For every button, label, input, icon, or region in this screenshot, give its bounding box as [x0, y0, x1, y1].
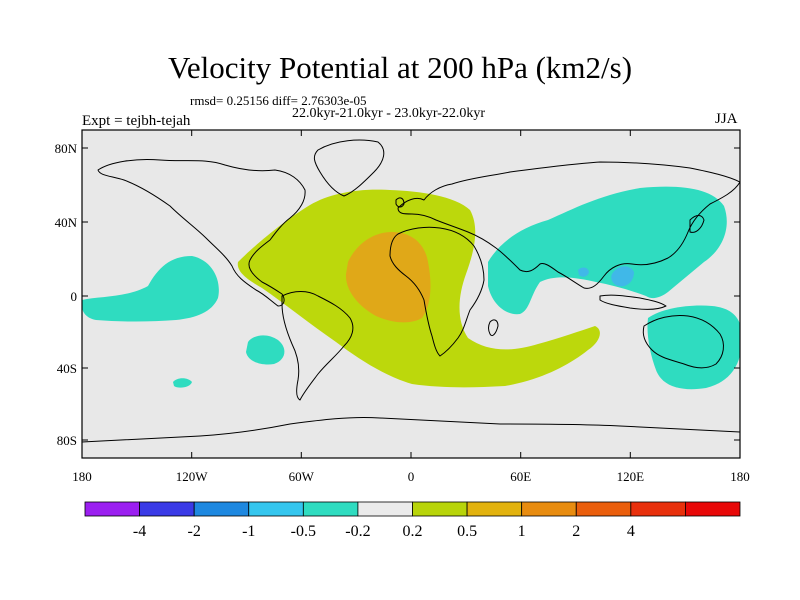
coastline-australia — [642, 315, 724, 369]
colorbar-segment — [302, 501, 359, 517]
colorbar-segment — [357, 501, 413, 517]
lon-label: 120W — [176, 469, 209, 484]
coastline-madagascar — [488, 319, 499, 337]
colorbar-label: 0.2 — [403, 523, 423, 540]
colorbar-label: -2 — [188, 523, 201, 540]
longitude-axis: 180 120W 60W 0 60E 120E 180 — [72, 130, 750, 484]
positive-anomaly-core — [345, 232, 431, 323]
colorbar-label: -0.5 — [291, 523, 316, 540]
colorbar-segment — [84, 501, 140, 517]
colorbar-label: -0.2 — [345, 523, 370, 540]
colorbar-segment — [521, 501, 577, 517]
colorbar-label: -1 — [242, 523, 255, 540]
colorbar-segment — [685, 501, 741, 517]
season-label: JJA — [715, 111, 738, 127]
colorbar-segment — [248, 501, 304, 517]
lon-label: 60W — [289, 469, 315, 484]
lat-label: 80N — [55, 141, 78, 156]
lat-label: 80S — [57, 433, 77, 448]
lon-label: 0 — [408, 469, 415, 484]
colorbar-segment — [412, 501, 468, 517]
time-period: 22.0kyr-21.0kyr - 23.0kyr-22.0kyr — [292, 106, 486, 121]
coastline-japan — [689, 215, 705, 233]
colorbar-segment — [466, 501, 523, 517]
colorbar-label: -4 — [133, 523, 146, 540]
lat-label: 40S — [57, 361, 77, 376]
coastline-antarctica — [82, 416, 740, 443]
colorbar-segment — [193, 501, 250, 517]
colorbar-segment — [630, 501, 686, 517]
colorbar-label: 1 — [518, 523, 526, 540]
lon-label: 120E — [617, 469, 645, 484]
lon-label: 180 — [730, 469, 750, 484]
lat-label: 40N — [55, 215, 78, 230]
coastline-south-america — [281, 291, 354, 401]
colorbar-segment — [139, 501, 195, 517]
coastline-indonesia — [599, 294, 667, 310]
colorbar-label: 4 — [627, 523, 635, 540]
negative-anomaly-bay-of-bengal — [578, 267, 589, 277]
colorbar-segment — [575, 501, 632, 517]
colorbar-label: 0.5 — [457, 523, 477, 540]
negative-anomaly-east-pacific — [82, 256, 219, 322]
map-title: Velocity Potential at 200 hPa (km2/s) — [167, 50, 633, 85]
lon-label: 60E — [510, 469, 531, 484]
experiment-label: Expt = tejbh-tejah — [82, 113, 191, 129]
coastline-greenland — [313, 139, 385, 197]
colorbar: -4 -2 -1 -0.5 -0.2 0.2 0.5 1 2 4 — [84, 501, 741, 540]
coastline-africa — [389, 226, 485, 357]
negative-anomaly-south-pacific — [246, 335, 285, 365]
negative-anomaly-maritime-continent — [611, 266, 634, 287]
colorbar-label: 2 — [572, 523, 580, 540]
coastlines — [82, 139, 740, 443]
negative-anomaly-australia — [647, 305, 740, 390]
negative-anomaly-asia — [488, 186, 727, 315]
lon-label: 180 — [72, 469, 92, 484]
coastline-eurasia — [397, 161, 740, 289]
field-contours — [82, 186, 740, 390]
lat-label: 0 — [71, 289, 78, 304]
latitude-axis: 80N 40N 0 40S 80S — [55, 141, 740, 448]
coastline-north-america — [97, 159, 306, 307]
statistics-line: rmsd= 0.25156 diff= 2.76303e-05 — [190, 93, 367, 108]
negative-anomaly-small — [173, 378, 192, 388]
coastline-britain — [395, 197, 405, 208]
